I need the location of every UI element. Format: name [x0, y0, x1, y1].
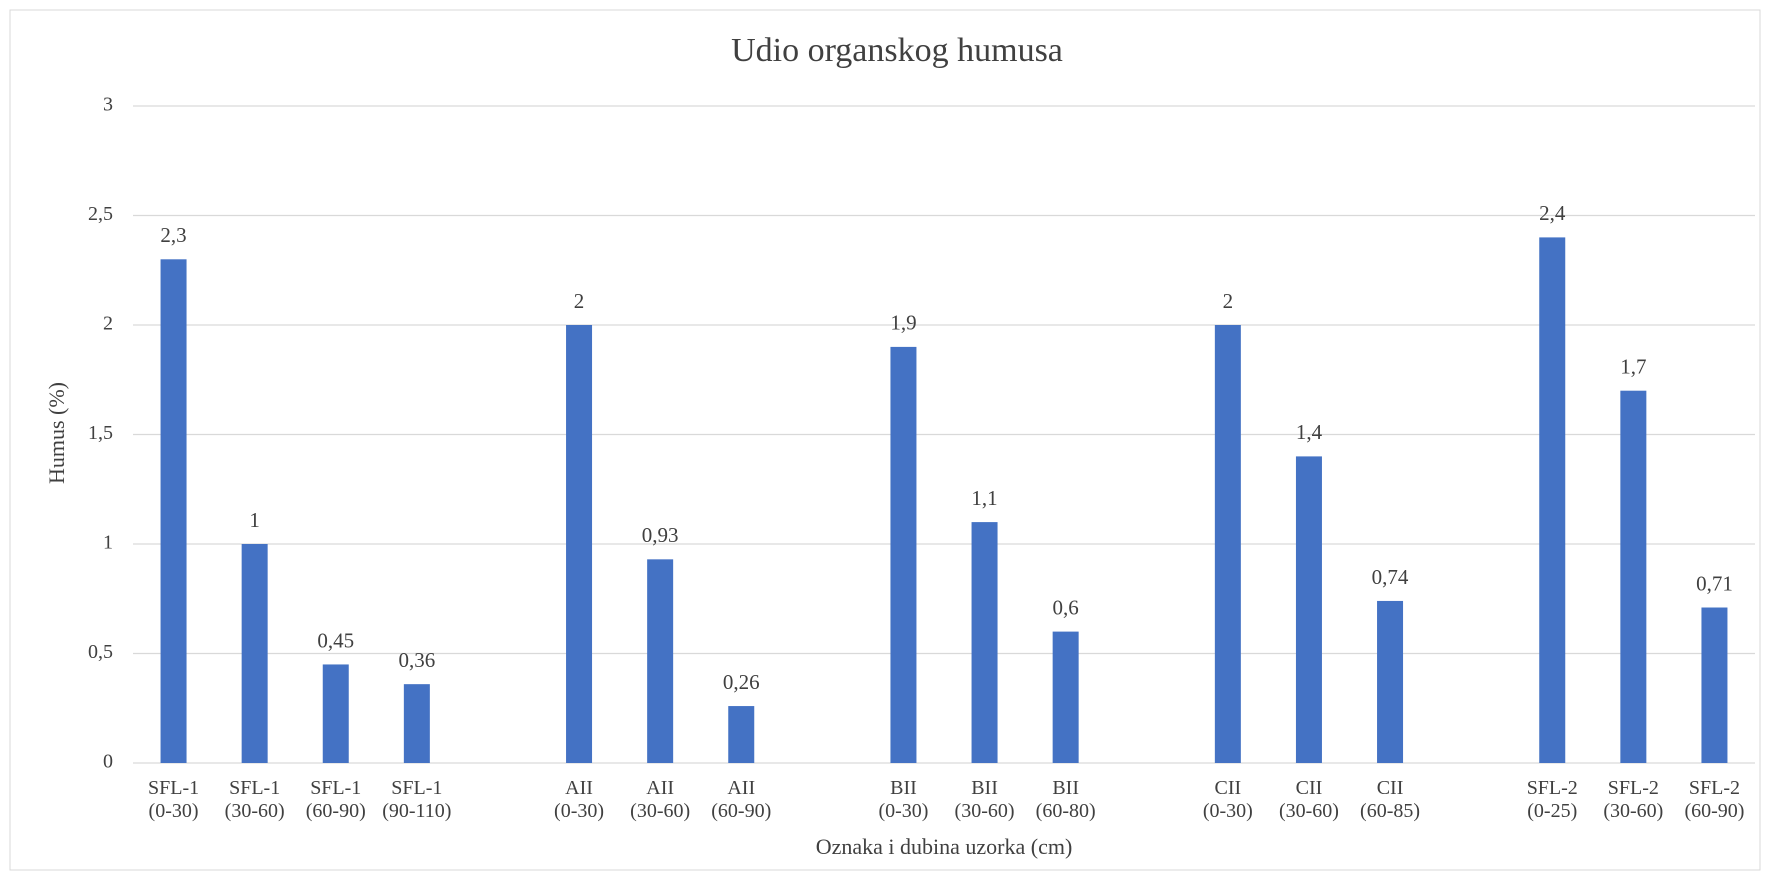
- data-label: 0,6: [1053, 595, 1079, 619]
- bar: [403, 684, 430, 763]
- data-label: 0,93: [642, 523, 679, 547]
- x-tick-label: CII (0-30): [1203, 777, 1253, 822]
- x-tick-label: SFL-2 (30-60): [1603, 777, 1663, 822]
- bar: [1377, 600, 1404, 763]
- x-tick-label: AII (0-30): [554, 777, 604, 822]
- y-axis-label: Humus (%): [44, 382, 69, 484]
- x-tick-label: SFL-1 (0-30): [148, 777, 199, 822]
- y-tick-label: 0,5: [88, 641, 113, 663]
- bar: [890, 346, 917, 763]
- bar: [322, 664, 349, 763]
- bar: [1620, 390, 1647, 763]
- y-tick-label: 1,5: [88, 422, 113, 444]
- x-tick-label: SFL-2 (0-25): [1527, 777, 1578, 822]
- chart-title: Udio organskog humusa: [731, 32, 1063, 69]
- bar: [728, 706, 755, 763]
- bar: [566, 325, 593, 763]
- data-label: 0,71: [1696, 571, 1733, 595]
- x-tick-label: BII (60-80): [1036, 777, 1096, 822]
- data-label: 0,36: [398, 648, 435, 672]
- bar: [1701, 607, 1728, 763]
- x-tick-label: SFL-1 (90-110): [382, 777, 451, 822]
- bar: [1539, 237, 1566, 763]
- y-tick-label: 2: [103, 313, 113, 335]
- data-label: 0,45: [317, 628, 354, 652]
- data-label: 2,4: [1539, 201, 1566, 225]
- bar: [647, 559, 674, 763]
- bar: [1214, 325, 1241, 763]
- data-label: 2: [1223, 289, 1234, 313]
- x-axis-label: Oznaka i dubina uzorka (cm): [816, 834, 1073, 859]
- bar: [971, 522, 998, 763]
- bar: [241, 544, 268, 763]
- y-tick-label: 3: [103, 94, 113, 116]
- x-tick-label: SFL-1 (60-90): [306, 777, 366, 822]
- data-label: 0,74: [1372, 565, 1409, 589]
- y-tick-label: 2,5: [88, 203, 113, 225]
- x-tick-label: AII (60-90): [711, 777, 771, 822]
- x-tick-label: CII (60-85): [1360, 777, 1420, 822]
- bar: [1052, 631, 1079, 763]
- x-tick-label: AII (30-60): [630, 777, 690, 822]
- x-tick-label: BII (30-60): [955, 777, 1015, 822]
- data-label: 1: [249, 508, 260, 532]
- data-label: 1,1: [971, 486, 997, 510]
- data-label: 1,7: [1620, 355, 1646, 379]
- y-tick-label: 1: [103, 532, 113, 554]
- x-tick-label: CII (30-60): [1279, 777, 1339, 822]
- x-tick-label: SFL-1 (30-60): [225, 777, 285, 822]
- x-tick-label: BII (0-30): [878, 777, 928, 822]
- data-label: 1,4: [1296, 420, 1323, 444]
- bar: [1295, 456, 1322, 763]
- data-label: 1,9: [890, 311, 916, 335]
- x-tick-label: SFL-2 (60-90): [1684, 777, 1744, 822]
- y-tick-label: 0: [103, 751, 113, 773]
- data-label: 0,26: [723, 670, 760, 694]
- bar: [160, 259, 187, 763]
- data-label: 2,3: [160, 223, 186, 247]
- chart-border: [9, 9, 1761, 871]
- data-label: 2: [574, 289, 585, 313]
